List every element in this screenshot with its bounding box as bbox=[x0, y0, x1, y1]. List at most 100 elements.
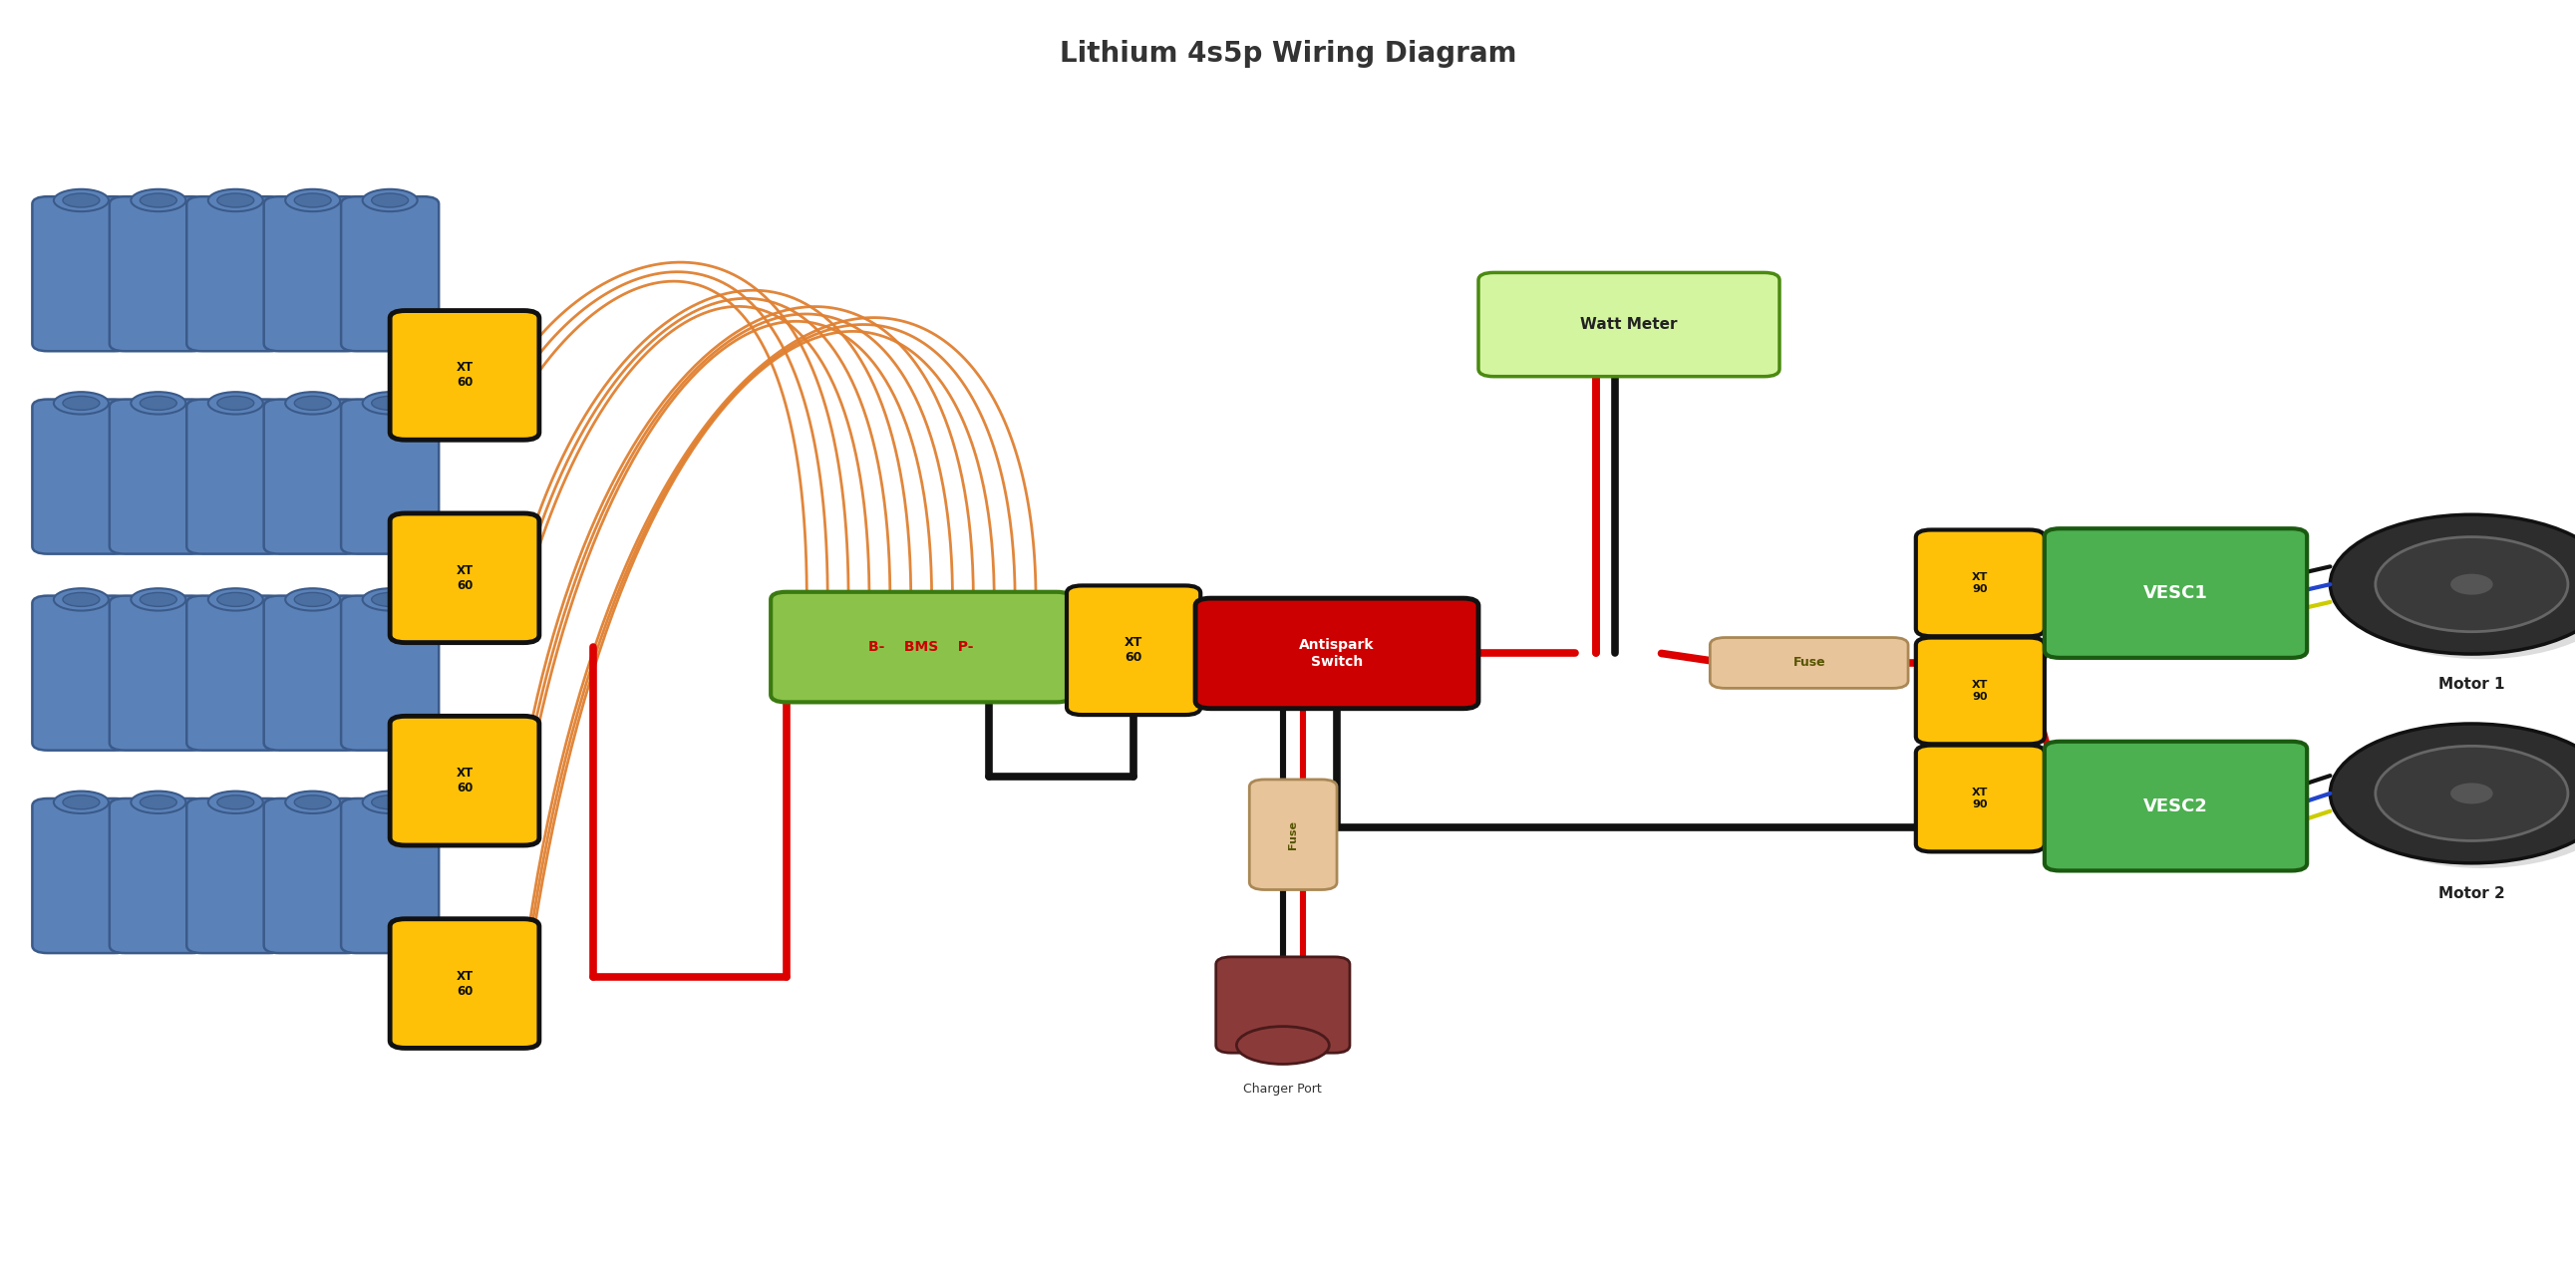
Text: Antispark
Switch: Antispark Switch bbox=[1298, 639, 1376, 668]
Ellipse shape bbox=[139, 795, 178, 809]
Circle shape bbox=[2450, 782, 2494, 804]
FancyBboxPatch shape bbox=[108, 799, 206, 952]
Text: XT
60: XT 60 bbox=[1126, 636, 1144, 664]
FancyBboxPatch shape bbox=[108, 399, 206, 554]
Ellipse shape bbox=[209, 588, 263, 611]
FancyBboxPatch shape bbox=[389, 513, 538, 643]
FancyBboxPatch shape bbox=[2045, 742, 2308, 871]
Ellipse shape bbox=[139, 396, 178, 410]
Ellipse shape bbox=[54, 588, 108, 611]
Circle shape bbox=[2375, 537, 2568, 631]
Ellipse shape bbox=[216, 396, 255, 410]
Ellipse shape bbox=[62, 193, 100, 207]
Ellipse shape bbox=[294, 396, 332, 410]
FancyBboxPatch shape bbox=[770, 592, 1072, 702]
Ellipse shape bbox=[54, 392, 108, 414]
Ellipse shape bbox=[371, 396, 410, 410]
Ellipse shape bbox=[62, 593, 100, 607]
Text: Fuse: Fuse bbox=[1288, 820, 1298, 850]
FancyBboxPatch shape bbox=[108, 596, 206, 751]
Text: XT
60: XT 60 bbox=[456, 361, 474, 389]
FancyBboxPatch shape bbox=[263, 399, 361, 554]
Ellipse shape bbox=[286, 588, 340, 611]
Circle shape bbox=[2331, 514, 2576, 654]
FancyBboxPatch shape bbox=[1917, 745, 2045, 852]
FancyBboxPatch shape bbox=[263, 596, 361, 751]
FancyBboxPatch shape bbox=[185, 197, 283, 351]
Ellipse shape bbox=[371, 593, 410, 607]
Ellipse shape bbox=[139, 193, 178, 207]
FancyBboxPatch shape bbox=[1710, 638, 1909, 688]
Circle shape bbox=[2450, 574, 2494, 594]
Text: XT
90: XT 90 bbox=[1973, 679, 1989, 701]
FancyBboxPatch shape bbox=[389, 716, 538, 846]
Text: XT
60: XT 60 bbox=[456, 969, 474, 997]
FancyBboxPatch shape bbox=[1917, 530, 2045, 636]
Text: Watt Meter: Watt Meter bbox=[1579, 318, 1677, 331]
Ellipse shape bbox=[363, 588, 417, 611]
FancyBboxPatch shape bbox=[33, 799, 129, 952]
Text: VESC1: VESC1 bbox=[2143, 584, 2208, 602]
Ellipse shape bbox=[294, 795, 332, 809]
Ellipse shape bbox=[363, 189, 417, 212]
Ellipse shape bbox=[54, 791, 108, 813]
Ellipse shape bbox=[131, 189, 185, 212]
Text: XT
90: XT 90 bbox=[1973, 787, 1989, 809]
Ellipse shape bbox=[371, 795, 410, 809]
Text: XT
90: XT 90 bbox=[1973, 573, 1989, 594]
Text: Charger Port: Charger Port bbox=[1244, 1082, 1321, 1095]
Ellipse shape bbox=[294, 193, 332, 207]
Ellipse shape bbox=[286, 392, 340, 414]
FancyBboxPatch shape bbox=[33, 596, 129, 751]
Circle shape bbox=[2342, 519, 2576, 659]
Ellipse shape bbox=[131, 588, 185, 611]
Ellipse shape bbox=[131, 791, 185, 813]
Ellipse shape bbox=[209, 189, 263, 212]
Ellipse shape bbox=[62, 795, 100, 809]
FancyBboxPatch shape bbox=[1195, 598, 1479, 709]
Text: VESC2: VESC2 bbox=[2143, 798, 2208, 815]
Text: XT
60: XT 60 bbox=[456, 564, 474, 592]
Ellipse shape bbox=[1236, 1026, 1329, 1064]
Ellipse shape bbox=[131, 392, 185, 414]
FancyBboxPatch shape bbox=[2045, 528, 2308, 658]
FancyBboxPatch shape bbox=[33, 399, 129, 554]
FancyBboxPatch shape bbox=[185, 799, 283, 952]
FancyBboxPatch shape bbox=[340, 197, 438, 351]
Ellipse shape bbox=[363, 392, 417, 414]
FancyBboxPatch shape bbox=[340, 596, 438, 751]
Text: Motor 1: Motor 1 bbox=[2439, 677, 2504, 692]
FancyBboxPatch shape bbox=[1216, 956, 1350, 1053]
FancyBboxPatch shape bbox=[389, 311, 538, 439]
FancyBboxPatch shape bbox=[263, 197, 361, 351]
Ellipse shape bbox=[363, 791, 417, 813]
Text: XT
60: XT 60 bbox=[456, 767, 474, 795]
Ellipse shape bbox=[286, 189, 340, 212]
Ellipse shape bbox=[286, 791, 340, 813]
Circle shape bbox=[2342, 729, 2576, 869]
FancyBboxPatch shape bbox=[340, 399, 438, 554]
Text: B-    BMS    P-: B- BMS P- bbox=[868, 640, 974, 654]
FancyBboxPatch shape bbox=[108, 197, 206, 351]
Ellipse shape bbox=[54, 189, 108, 212]
FancyBboxPatch shape bbox=[1066, 585, 1200, 715]
Circle shape bbox=[2331, 724, 2576, 864]
Ellipse shape bbox=[62, 396, 100, 410]
Ellipse shape bbox=[216, 593, 255, 607]
Ellipse shape bbox=[209, 392, 263, 414]
FancyBboxPatch shape bbox=[1917, 638, 2045, 744]
FancyBboxPatch shape bbox=[340, 799, 438, 952]
FancyBboxPatch shape bbox=[263, 799, 361, 952]
Ellipse shape bbox=[216, 193, 255, 207]
Text: Lithium 4s5p Wiring Diagram: Lithium 4s5p Wiring Diagram bbox=[1059, 39, 1517, 67]
Text: Motor 2: Motor 2 bbox=[2439, 886, 2504, 900]
Circle shape bbox=[2375, 745, 2568, 841]
FancyBboxPatch shape bbox=[1249, 780, 1337, 890]
FancyBboxPatch shape bbox=[185, 399, 283, 554]
Ellipse shape bbox=[209, 791, 263, 813]
Text: Fuse: Fuse bbox=[1793, 657, 1826, 669]
Ellipse shape bbox=[216, 795, 255, 809]
Ellipse shape bbox=[371, 193, 410, 207]
Ellipse shape bbox=[139, 593, 178, 607]
FancyBboxPatch shape bbox=[1479, 273, 1780, 376]
